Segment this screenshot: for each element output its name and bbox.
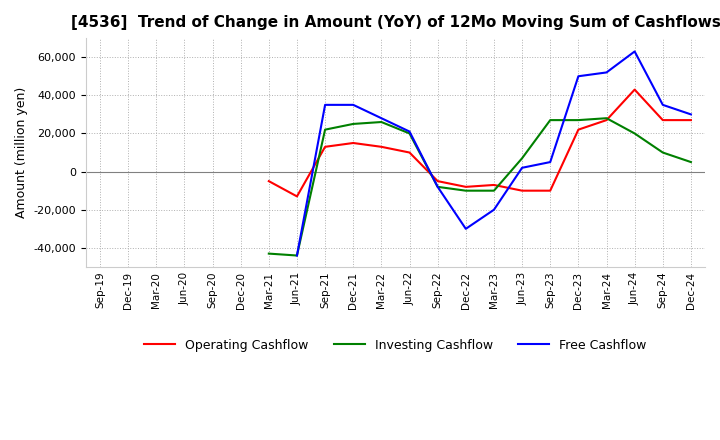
Free Cashflow [602, 70, 611, 75]
Free Cashflow [377, 116, 386, 121]
Investing Cashflow [405, 131, 414, 136]
Free Cashflow [630, 49, 639, 54]
Investing Cashflow [292, 253, 301, 258]
Line: Free Cashflow: Free Cashflow [297, 51, 691, 256]
Free Cashflow [687, 112, 696, 117]
Free Cashflow [574, 73, 582, 79]
Operating Cashflow [602, 117, 611, 123]
Free Cashflow [405, 129, 414, 134]
Free Cashflow [546, 159, 554, 165]
Investing Cashflow [377, 119, 386, 125]
Operating Cashflow [687, 117, 696, 123]
Operating Cashflow [321, 144, 330, 150]
Operating Cashflow [574, 127, 582, 132]
Title: [4536]  Trend of Change in Amount (YoY) of 12Mo Moving Sum of Cashflows: [4536] Trend of Change in Amount (YoY) o… [71, 15, 720, 30]
Free Cashflow [292, 253, 301, 258]
Y-axis label: Amount (million yen): Amount (million yen) [15, 87, 28, 218]
Investing Cashflow [349, 121, 358, 127]
Investing Cashflow [264, 251, 273, 256]
Line: Investing Cashflow: Investing Cashflow [269, 118, 691, 256]
Free Cashflow [490, 207, 498, 213]
Investing Cashflow [433, 184, 442, 190]
Investing Cashflow [462, 188, 470, 193]
Investing Cashflow [518, 156, 526, 161]
Free Cashflow [433, 184, 442, 190]
Operating Cashflow [518, 188, 526, 193]
Operating Cashflow [349, 140, 358, 146]
Operating Cashflow [659, 117, 667, 123]
Operating Cashflow [377, 144, 386, 150]
Investing Cashflow [546, 117, 554, 123]
Investing Cashflow [321, 127, 330, 132]
Investing Cashflow [574, 117, 582, 123]
Free Cashflow [518, 165, 526, 170]
Free Cashflow [659, 102, 667, 107]
Investing Cashflow [687, 159, 696, 165]
Operating Cashflow [546, 188, 554, 193]
Investing Cashflow [490, 188, 498, 193]
Free Cashflow [462, 226, 470, 231]
Free Cashflow [349, 102, 358, 107]
Operating Cashflow [264, 179, 273, 184]
Operating Cashflow [433, 179, 442, 184]
Line: Operating Cashflow: Operating Cashflow [269, 90, 691, 196]
Operating Cashflow [462, 184, 470, 190]
Free Cashflow [321, 102, 330, 107]
Operating Cashflow [490, 182, 498, 187]
Investing Cashflow [659, 150, 667, 155]
Investing Cashflow [630, 131, 639, 136]
Operating Cashflow [630, 87, 639, 92]
Legend: Operating Cashflow, Investing Cashflow, Free Cashflow: Operating Cashflow, Investing Cashflow, … [139, 334, 652, 357]
Investing Cashflow [602, 116, 611, 121]
Operating Cashflow [405, 150, 414, 155]
Operating Cashflow [292, 194, 301, 199]
